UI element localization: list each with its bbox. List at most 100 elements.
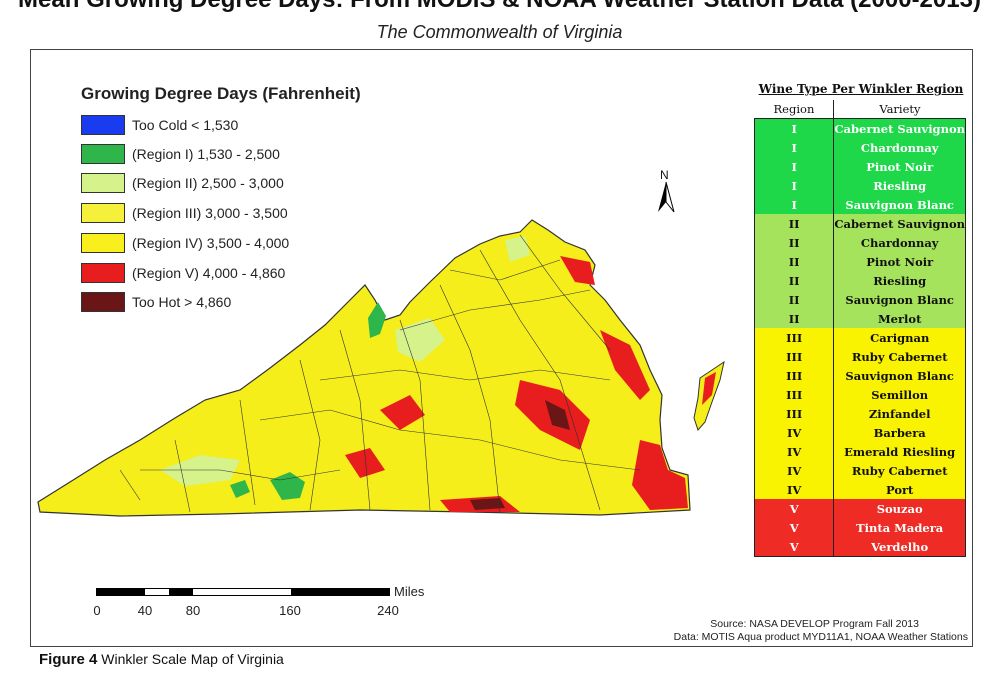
region-ii-patch (395, 318, 445, 362)
variety-cell: Cabernet Sauvignon (834, 121, 965, 136)
scale-unit: Miles (394, 584, 425, 599)
table-row: I Chardonnay (754, 138, 966, 157)
legend-label: (Region I) 1,530 - 2,500 (132, 146, 280, 162)
legend-swatch (81, 144, 125, 164)
region-cell: III (754, 385, 835, 404)
variety-cell: Port (885, 482, 914, 497)
variety-cell: Zinfandel (868, 406, 931, 421)
table-row: I Sauvignon Blanc (754, 195, 966, 214)
legend-item-too-cold: Too Cold < 1,530 (81, 114, 238, 136)
region-cell: II (754, 252, 835, 271)
legend-label: (Region IV) 3,500 - 4,000 (132, 235, 290, 251)
region-cell: IV (754, 480, 835, 499)
variety-cell: Sauvignon Blanc (845, 368, 954, 383)
legend-label: (Region II) 2,500 - 3,000 (132, 175, 284, 191)
table-row: I Cabernet Sauvignon (754, 118, 966, 138)
scale-tick: 40 (137, 603, 153, 618)
legend-title: Growing Degree Days (Fahrenheit) (81, 84, 361, 103)
scale-bar (96, 588, 390, 596)
legend-item-region-i: (Region I) 1,530 - 2,500 (81, 143, 280, 165)
variety-cell: Carignan (870, 330, 930, 345)
legend-swatch (81, 203, 125, 223)
region-cell: II (754, 233, 835, 252)
region-cell: V (754, 518, 835, 537)
legend-item-region-ii: (Region II) 2,500 - 3,000 (81, 172, 284, 194)
region-cell: IV (754, 461, 835, 480)
region-cell: V (754, 537, 835, 557)
wine-table-body: I Cabernet Sauvignon I Chardonnay I Pinot Noi… (754, 118, 966, 557)
column-header-variety: Variety (833, 100, 966, 119)
table-row: III Zinfandel (754, 404, 966, 423)
region-cell: III (754, 404, 835, 423)
scale-segment (145, 589, 169, 595)
table-row: IV Ruby Cabernet (754, 461, 966, 480)
north-label: N (660, 168, 669, 182)
region-i-patch (230, 480, 250, 498)
region-v-patch (702, 372, 716, 405)
data-credit: Data: MOTIS Aqua product MYD11A1, NOAA W… (673, 631, 968, 643)
region-v-patch (632, 440, 688, 510)
scale-segment (169, 589, 193, 595)
region-cell: I (754, 176, 835, 195)
region-cell: III (754, 366, 835, 385)
region-cell: IV (754, 442, 835, 461)
table-row: II Cabernet Sauvignon (754, 214, 966, 233)
legend-swatch (81, 173, 125, 193)
region-v-patch (600, 330, 650, 400)
virginia-state-shape (37, 219, 691, 517)
variety-cell: Emerald Riesling (844, 444, 956, 459)
region-cell: V (754, 499, 835, 518)
legend-swatch (81, 292, 125, 312)
variety-cell: Souzao (876, 501, 923, 516)
region-v-patch (560, 256, 595, 285)
scale-tick: 160 (279, 603, 301, 618)
table-row: V Souzao (754, 499, 966, 518)
scale-tick: 240 (377, 603, 399, 618)
variety-cell: Chardonnay (860, 140, 939, 155)
figure-caption: Figure 4 Winkler Scale Map of Virginia (39, 651, 284, 668)
region-v-patch (345, 448, 385, 478)
region-cell: IV (754, 423, 835, 442)
wine-table: Region Variety I Cabernet Sauvignon I Chard… (754, 100, 966, 557)
legend-swatch (81, 115, 125, 135)
variety-cell: Pinot Noir (866, 254, 934, 269)
column-header-region: Region (754, 100, 835, 119)
table-row: II Chardonnay (754, 233, 966, 252)
figure-caption-text: Winkler Scale Map of Virginia (101, 651, 284, 667)
table-row: I Riesling (754, 176, 966, 195)
legend-item-region-iv: (Region IV) 3,500 - 4,000 (81, 232, 289, 254)
variety-cell: Sauvignon Blanc (845, 292, 954, 307)
table-row: III Semillon (754, 385, 966, 404)
region-cell: I (754, 195, 835, 214)
scale-segment (193, 589, 291, 595)
table-row: IV Emerald Riesling (754, 442, 966, 461)
table-row: IV Barbera (754, 423, 966, 442)
region-cell: III (754, 347, 835, 366)
scale-segment (97, 589, 145, 595)
variety-cell: Semillon (871, 387, 929, 402)
region-cell: II (754, 290, 835, 309)
table-row: IV Port (754, 480, 966, 499)
legend-swatch (81, 263, 125, 283)
region-cell: I (754, 138, 835, 157)
legend-swatch (81, 233, 125, 253)
legend-label: (Region III) 3,000 - 3,500 (132, 205, 288, 221)
variety-cell: Sauvignon Blanc (845, 197, 954, 212)
legend-item-region-v: (Region V) 4,000 - 4,860 (81, 262, 285, 284)
scale-tick: 0 (93, 603, 101, 618)
legend-label: Too Hot > 4,860 (132, 294, 232, 310)
variety-cell: Riesling (873, 178, 927, 193)
map-title: Mean Growing Degree Days: From MODIS & N… (0, 0, 999, 14)
table-row: III Sauvignon Blanc (754, 366, 966, 385)
map-subtitle: The Commonwealth of Virginia (376, 22, 623, 42)
variety-cell: Riesling (873, 273, 927, 288)
wine-table-title: Wine Type Per Winkler Region (758, 82, 964, 96)
figure-number: Figure 4 (39, 651, 98, 668)
variety-cell: Pinot Noir (866, 159, 934, 174)
table-row: III Carignan (754, 328, 966, 347)
legend-label: (Region V) 4,000 - 4,860 (132, 265, 286, 281)
region-cell: I (754, 157, 835, 176)
table-row: V Verdelho (754, 537, 966, 557)
table-row: II Riesling (754, 271, 966, 290)
